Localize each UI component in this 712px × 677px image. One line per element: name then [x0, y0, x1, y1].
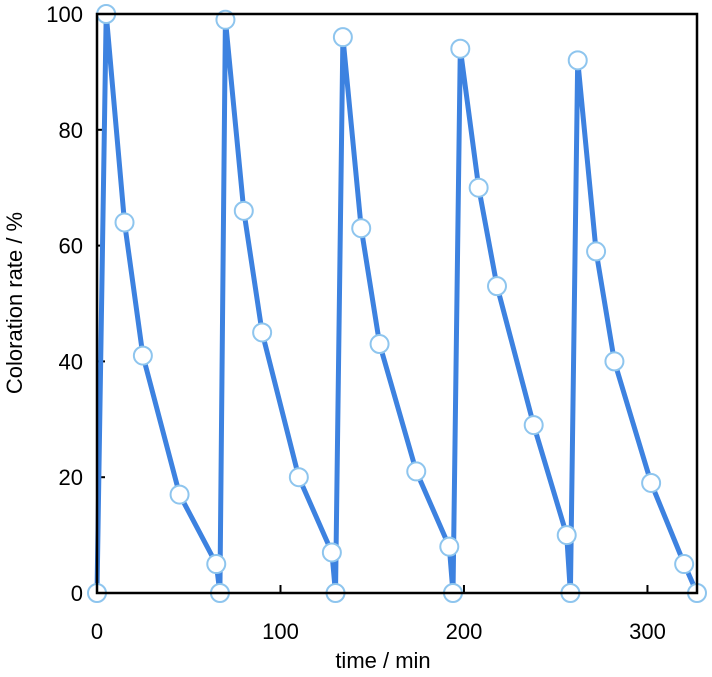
data-point-22 — [523, 415, 544, 436]
x-tick-label-0: 0 — [91, 619, 103, 644]
data-point-17 — [439, 536, 460, 557]
data-point-20 — [468, 177, 489, 198]
y-tick-label-3: 60 — [59, 234, 83, 259]
plot-frame — [95, 12, 699, 595]
data-point-7 — [215, 9, 236, 30]
data-point-21 — [487, 276, 507, 297]
series-line-0 — [94, 11, 700, 596]
data-point-28 — [641, 472, 662, 493]
y-tick-label-2: 40 — [59, 349, 83, 374]
data-point-15 — [369, 334, 390, 355]
data-point-19 — [450, 38, 471, 59]
data-point-9 — [252, 322, 273, 343]
y-tick-labels: 0 20 40 60 80 100 — [46, 2, 83, 606]
y-axis-title: Coloration rate / % — [2, 212, 27, 394]
data-point-29 — [674, 554, 695, 575]
x-tick-label-3: 300 — [629, 619, 666, 644]
x-axis-title: time / min — [335, 648, 430, 673]
data-point-27 — [604, 351, 625, 372]
data-point-23 — [556, 525, 577, 546]
marker-layer — [87, 4, 707, 603]
x-tick-label-1: 100 — [262, 619, 299, 644]
data-point-11 — [321, 542, 342, 563]
data-point-3 — [132, 345, 153, 366]
data-point-10 — [288, 467, 309, 488]
data-point-2 — [114, 212, 135, 233]
y-tick-label-1: 20 — [59, 465, 83, 490]
data-point-16 — [406, 461, 427, 482]
y-tick-label-0: 0 — [71, 581, 83, 606]
x-tick-labels: 0 100 200 300 — [91, 619, 666, 644]
y-tick-label-5: 100 — [46, 2, 83, 27]
data-point-26 — [586, 241, 607, 262]
y-tick-label-4: 80 — [59, 118, 83, 143]
data-point-4 — [169, 484, 190, 505]
data-point-13 — [332, 27, 353, 48]
data-point-14 — [351, 218, 372, 239]
data-point-5 — [206, 554, 227, 575]
x-tick-label-2: 200 — [446, 619, 483, 644]
data-point-8 — [233, 200, 254, 221]
data-point-25 — [567, 50, 588, 71]
series-layer — [94, 11, 700, 596]
